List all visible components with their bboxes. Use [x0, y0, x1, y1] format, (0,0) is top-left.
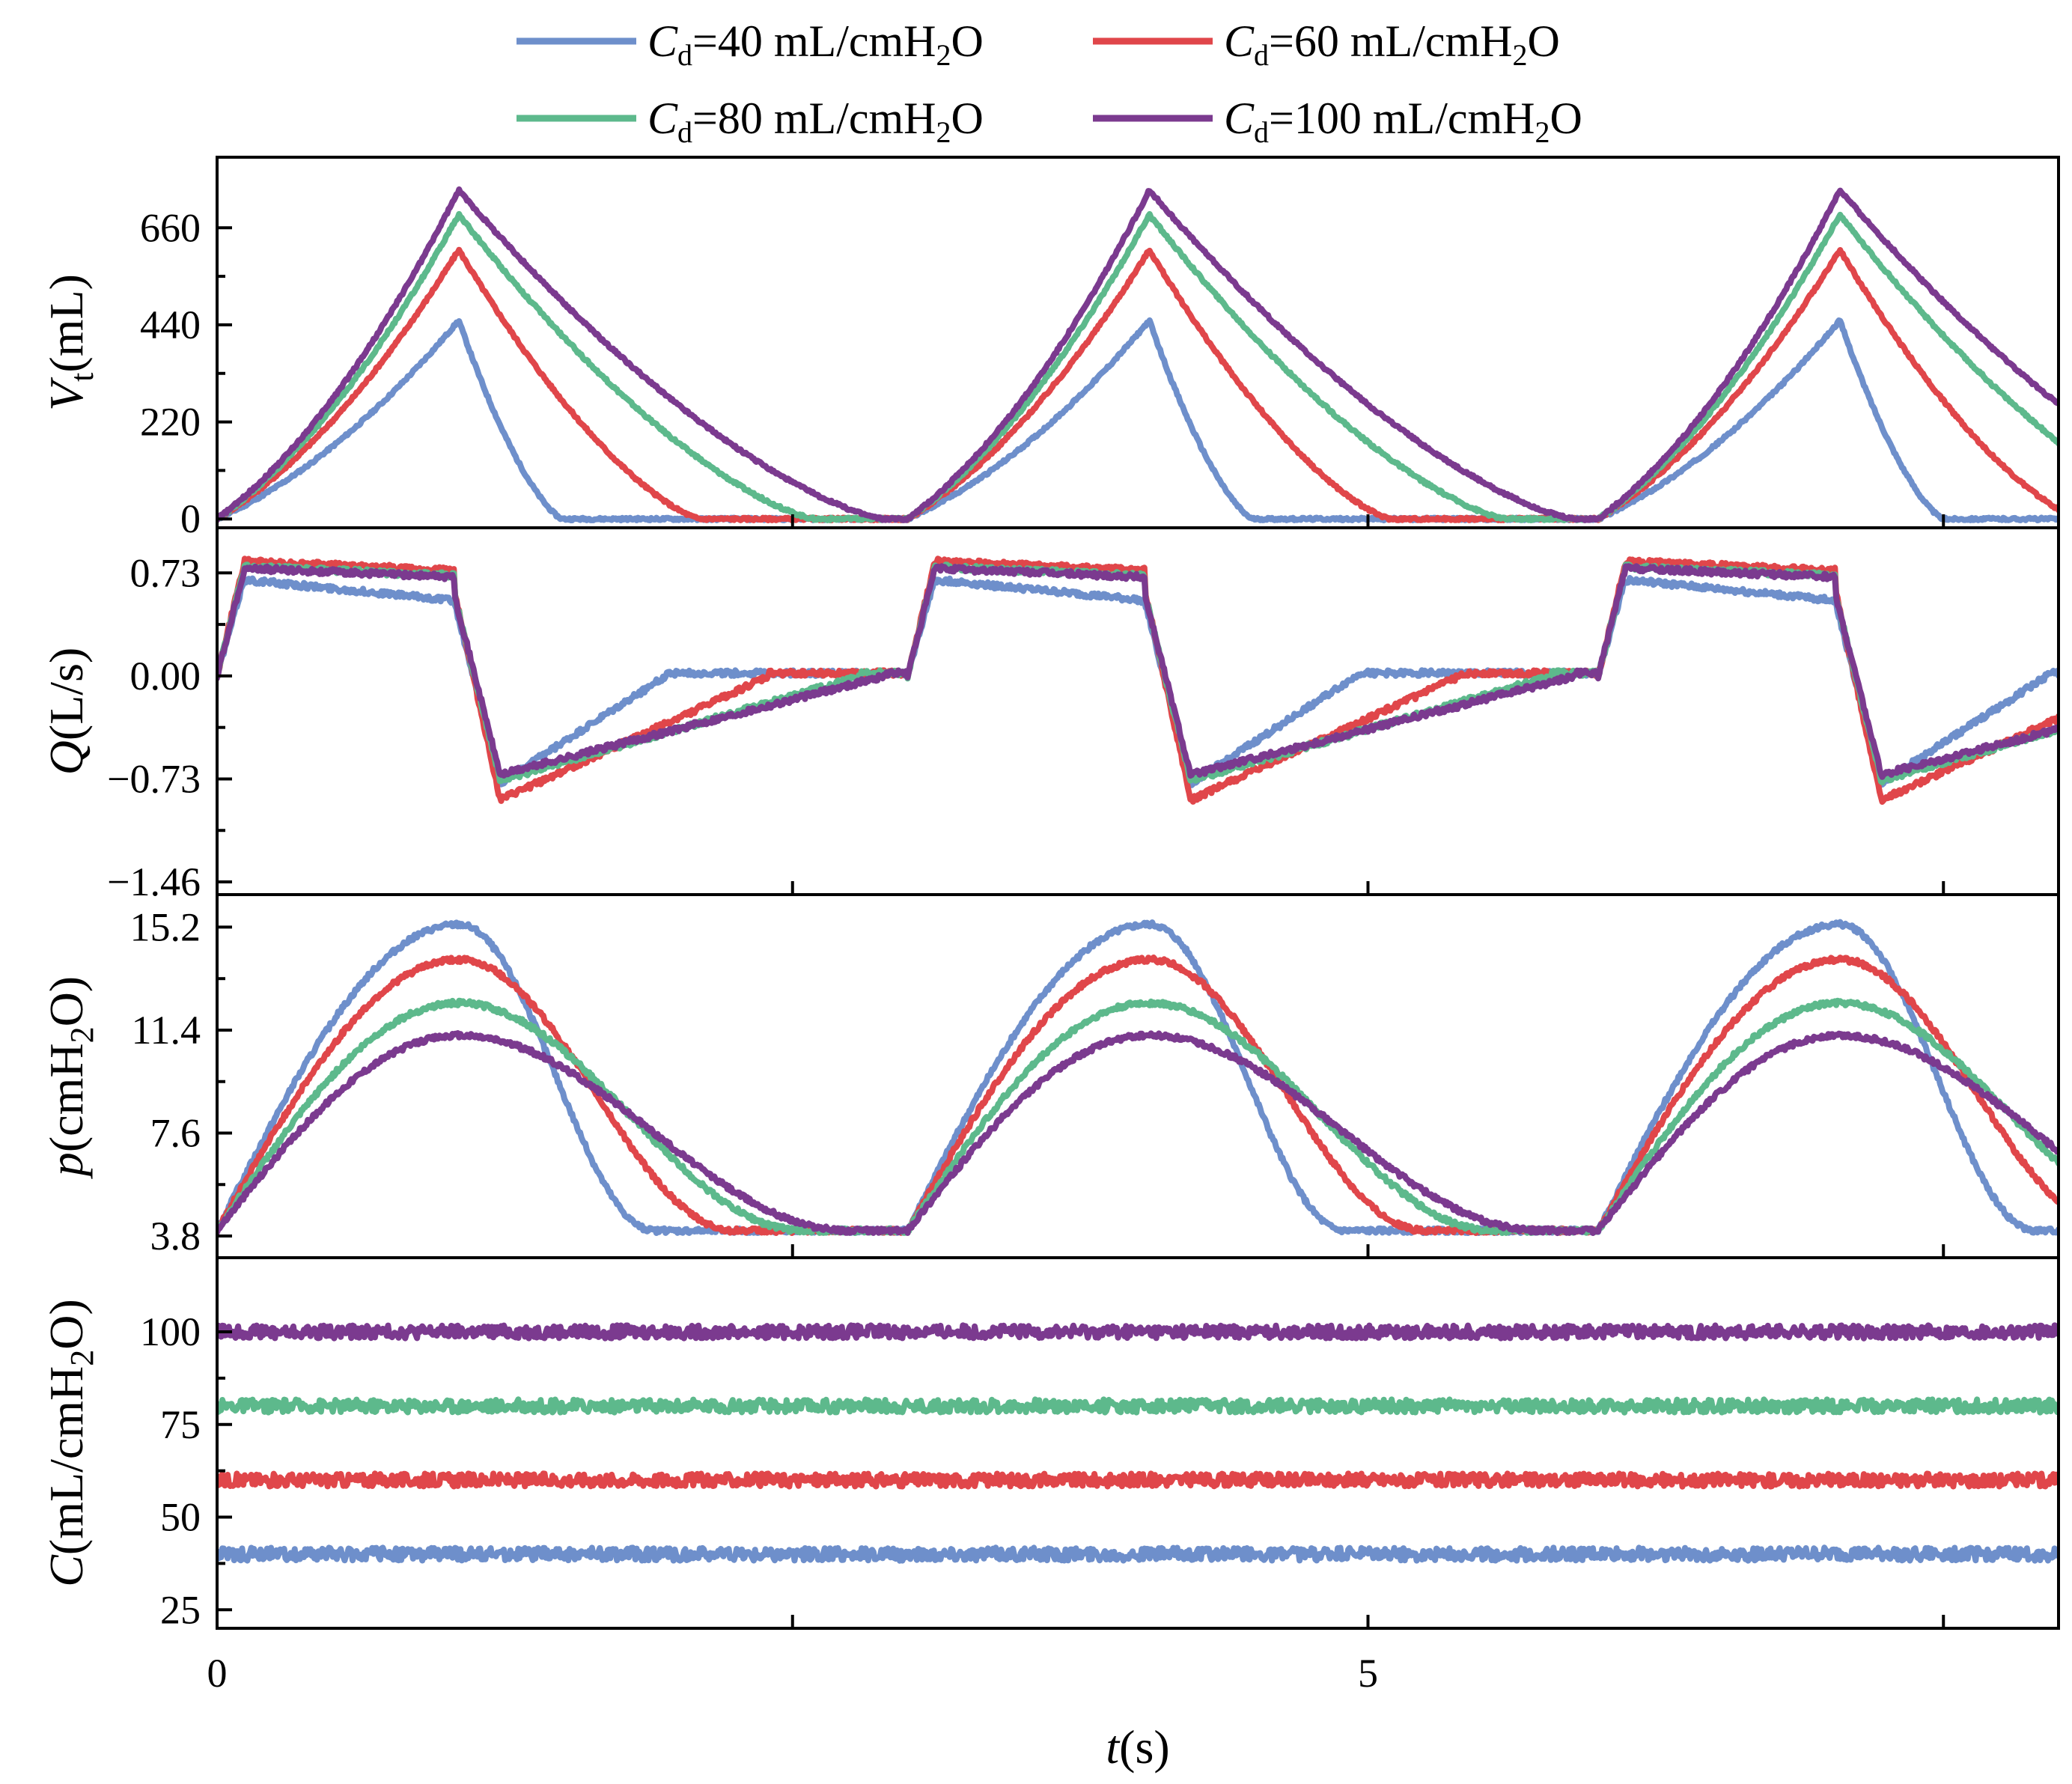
y-axis-symbol: C — [40, 1554, 93, 1587]
legend-subscript-2: 2 — [936, 115, 951, 149]
legend-entry: Cd=60 mL/cmH2O — [1093, 16, 1560, 72]
legend-subscript-2: 2 — [936, 38, 951, 72]
y-tick-label: 440 — [140, 302, 201, 347]
y-tick-label: −0.73 — [107, 756, 201, 801]
y-axis-subscript-2: 2 — [64, 1026, 100, 1043]
legend-symbol: C — [648, 94, 678, 143]
y-tick-label: 660 — [140, 205, 201, 250]
y-tick-label: 11.4 — [132, 1008, 201, 1053]
legend-subscript: d — [677, 115, 692, 149]
legend-symbol: C — [648, 16, 678, 66]
legend-subscript: d — [1254, 38, 1269, 72]
legend-entry: Cd=100 mL/cmH2O — [1093, 94, 1582, 149]
series-line-C-Cd-60 — [217, 1470, 2059, 1490]
series-line-Vt-Cd-60 — [217, 246, 2059, 523]
y-axis-subscript: t — [64, 373, 100, 382]
legend-label: Cd=100 mL/cmH2O — [1224, 94, 1582, 149]
panel-frame — [216, 1256, 2060, 1630]
legend-value: =80 mL/cmH — [692, 94, 936, 143]
y-tick-label: 15.2 — [130, 904, 201, 949]
series-line-Q-Cd-100 — [217, 563, 2059, 780]
legend-tail: O — [951, 94, 984, 143]
y-tick-label: 3.8 — [150, 1214, 201, 1258]
x-axis-title: t(s) — [1106, 1720, 1169, 1774]
legend-subscript: d — [677, 38, 692, 72]
x-tick-label: 5 — [1358, 1651, 1378, 1696]
legend-tail: O — [1528, 16, 1560, 66]
y-tick-label: 25 — [160, 1587, 201, 1632]
y-axis-subscript-2: 2 — [64, 1350, 100, 1366]
y-axis-title: Q(L/s) — [40, 648, 93, 776]
series-line-p-Cd-60 — [217, 955, 2059, 1236]
series-line-C-Cd-40 — [217, 1544, 2059, 1564]
y-axis-unit: (mL/cmH — [40, 1366, 93, 1555]
y-tick-label: 0.73 — [130, 550, 201, 595]
legend-symbol: C — [1224, 94, 1255, 143]
y-axis-symbol: p — [40, 1152, 93, 1179]
panel-frame — [216, 526, 2060, 896]
y-tick-label: 75 — [160, 1402, 201, 1447]
y-tick-label: −1.46 — [107, 859, 201, 904]
y-tick-label: 7.6 — [150, 1111, 201, 1156]
panel-p: 3.8 7.6 11.4 15.2 p(cmH2O) — [40, 893, 2060, 1259]
legend-label: Cd=80 mL/cmH2O — [648, 94, 984, 149]
series-line-p-Cd-100 — [217, 1030, 2059, 1237]
chart-panels: 0 220 440 660 Vt(mL) 0.73 0.00 −0.73 −1.46 Q(L/s)… — [40, 156, 2060, 1632]
y-axis-symbol: V — [40, 377, 93, 411]
y-tick-label: 0.00 — [130, 654, 201, 698]
x-axis: 0 5 t(s) — [207, 1651, 1379, 1774]
y-axis-title: Vt(mL) — [40, 274, 100, 411]
y-tick-label: 220 — [140, 400, 201, 445]
y-axis-unit: (L/s) — [40, 648, 93, 740]
y-axis-unit: (mL) — [40, 274, 93, 373]
x-tick-label: 0 — [207, 1651, 228, 1696]
x-axis-symbol: t — [1106, 1720, 1121, 1774]
legend-subscript-2: 2 — [1535, 115, 1550, 149]
legend-entry: Cd=80 mL/cmH2O — [517, 94, 984, 149]
series-line-p-Cd-80 — [217, 997, 2059, 1236]
legend-tail: O — [1550, 94, 1582, 143]
legend-symbol: C — [1224, 16, 1255, 66]
legend-label: Cd=60 mL/cmH2O — [1224, 16, 1560, 72]
y-axis-tail: O) — [40, 1299, 93, 1350]
y-tick-label: 100 — [140, 1309, 201, 1354]
series-line-C-Cd-80 — [217, 1396, 2059, 1416]
panel-Q: 0.73 0.00 −0.73 −1.46 Q(L/s) — [40, 526, 2060, 904]
series-line-Vt-Cd-40 — [217, 317, 2059, 523]
y-axis-title: p(cmH2O) — [40, 976, 100, 1179]
series-line-p-Cd-40 — [217, 919, 2059, 1237]
legend-entry: Cd=40 mL/cmH2O — [517, 16, 984, 72]
series-line-Vt-Cd-80 — [217, 210, 2059, 523]
series-line-Vt-Cd-100 — [217, 186, 2059, 523]
legend-subscript: d — [1254, 115, 1269, 149]
legend-value: =40 mL/cmH — [692, 16, 936, 66]
y-axis-title: C(mL/cmH2O) — [40, 1299, 100, 1587]
y-axis-unit: (cmH — [40, 1043, 93, 1152]
panel-C: 25 50 75 100 C(mL/cmH2O) — [40, 1256, 2060, 1632]
legend-value: =60 mL/cmH — [1269, 16, 1512, 66]
legend-tail: O — [951, 16, 984, 66]
y-tick-label: 50 — [160, 1495, 201, 1540]
legend-subscript-2: 2 — [1513, 38, 1528, 72]
y-axis-tail: O) — [40, 976, 93, 1027]
y-tick-label: 0 — [180, 496, 201, 541]
legend-value: =100 mL/cmH — [1269, 94, 1535, 143]
legend-label: Cd=40 mL/cmH2O — [648, 16, 984, 72]
x-axis-unit: (s) — [1119, 1720, 1170, 1774]
panel-Vt: 0 220 440 660 Vt(mL) — [40, 156, 2060, 541]
y-axis-symbol: Q — [40, 740, 93, 775]
series-line-C-Cd-100 — [217, 1322, 2059, 1342]
